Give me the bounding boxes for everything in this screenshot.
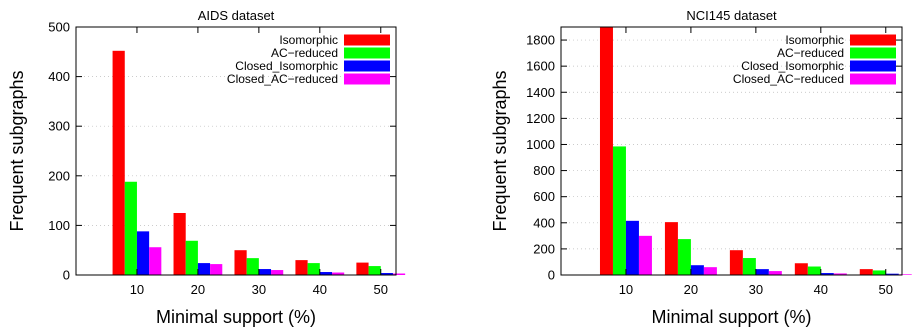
chart2-y-tick-label: 1600 bbox=[526, 59, 555, 74]
chart2-x-tick-label: 30 bbox=[749, 282, 763, 297]
chart1-bar-4-50 bbox=[392, 273, 406, 275]
chart2-x-tick-label: 10 bbox=[619, 282, 633, 297]
chart1-legend-label-1: Isomorphic bbox=[279, 33, 338, 47]
chart2-legend-swatch-3 bbox=[850, 60, 896, 72]
chart2-legend-label-4: Closed_AC−reduced bbox=[733, 72, 844, 86]
chart2-title: NCI145 dataset bbox=[686, 8, 777, 23]
chart2-bar-2-50 bbox=[872, 270, 886, 275]
chart1-bar-3-20 bbox=[197, 263, 211, 275]
chart2-legend-label-3: Closed_Isomorphic bbox=[741, 59, 844, 73]
chart1-x-tick-label: 40 bbox=[313, 282, 327, 297]
chart1-bar-3-30 bbox=[258, 269, 272, 275]
chart2-plot-frame bbox=[560, 26, 903, 276]
chart2-bar-3-30 bbox=[755, 269, 769, 275]
chart1-bar-1-20 bbox=[173, 213, 186, 275]
chart2-y-tick-label: 400 bbox=[533, 215, 555, 230]
chart1-y-axis-label: Frequent subgraphs bbox=[7, 70, 27, 231]
chart2-legend-swatch-1 bbox=[850, 34, 896, 46]
chart2-y-tick-label: 200 bbox=[533, 241, 555, 256]
chart2-x-tick-label: 40 bbox=[814, 282, 828, 297]
chart1-bar-4-10 bbox=[149, 247, 162, 275]
chart2-y-axis-label: Frequent subgraphs bbox=[490, 70, 510, 231]
chart1-bar-2-30 bbox=[246, 258, 259, 275]
chart1-y-tick-label: 400 bbox=[48, 69, 70, 84]
chart2-bar-2-30 bbox=[742, 258, 756, 275]
chart2-y-tick-label: 1200 bbox=[526, 111, 555, 126]
chart1-bar-3-40 bbox=[319, 272, 332, 275]
chart2-bar-2-10 bbox=[612, 146, 626, 275]
chart1-bar-2-50 bbox=[368, 266, 381, 275]
chart2-legend-swatch-2 bbox=[850, 47, 896, 59]
chart1-legend-label-4: Closed_AC−reduced bbox=[227, 72, 338, 86]
chart1-title: AIDS dataset bbox=[198, 8, 275, 23]
chart2-bar-3-50 bbox=[885, 273, 899, 275]
chart2-x-tick-label: 20 bbox=[684, 282, 698, 297]
chart1-bar-1-50 bbox=[356, 262, 369, 275]
chart1-y-tick-label: 100 bbox=[48, 218, 70, 233]
chart1-legend-swatch-1 bbox=[344, 34, 390, 46]
chart1-bar-1-30 bbox=[234, 250, 247, 275]
chart1-y-tick-label: 0 bbox=[63, 268, 70, 283]
chart1-bar-2-10 bbox=[124, 181, 137, 275]
chart1-legend-swatch-2 bbox=[344, 47, 390, 59]
chart1-y-tick-label: 200 bbox=[48, 168, 70, 183]
chart2-bar-1-40 bbox=[794, 263, 808, 275]
chart2-x-axis-label: Minimal support (%) bbox=[651, 307, 811, 327]
chart2-legend-label-2: AC−reduced bbox=[777, 46, 844, 60]
chart1-x-tick-label: 20 bbox=[191, 282, 205, 297]
chart2-y-tick-label: 800 bbox=[533, 163, 555, 178]
chart1-bar-3-10 bbox=[136, 231, 150, 275]
chart2-y-tick-label: 0 bbox=[548, 268, 555, 283]
chart1-bar-1-10 bbox=[112, 50, 125, 275]
chart2-y-tick-label: 600 bbox=[533, 189, 555, 204]
chart2-legend-swatch-4 bbox=[850, 73, 896, 85]
chart1-legend-swatch-3 bbox=[344, 60, 390, 72]
chart2-bar-4-50 bbox=[898, 274, 912, 275]
chart2-y-tick-label: 1000 bbox=[526, 137, 555, 152]
chart2-bar-1-50 bbox=[859, 269, 873, 275]
chart1-x-tick-label: 30 bbox=[252, 282, 266, 297]
chart2-bar-2-20 bbox=[677, 239, 691, 275]
chart2-bar-3-10 bbox=[625, 220, 639, 275]
chart2-x-tick-label: 50 bbox=[879, 282, 893, 297]
chart2-bar-2-40 bbox=[807, 266, 821, 275]
chart2-y-tick-label: 1800 bbox=[526, 33, 555, 48]
chart2-bar-1-30 bbox=[729, 250, 743, 275]
chart2-legend-label-1: Isomorphic bbox=[785, 33, 844, 47]
chart2-bar-1-20 bbox=[664, 222, 678, 275]
chart2-bar-4-30 bbox=[768, 271, 782, 275]
chart2-bar-3-20 bbox=[690, 265, 704, 275]
chart2-bar-4-20 bbox=[703, 267, 717, 275]
chart1-x-tick-label: 10 bbox=[130, 282, 144, 297]
chart2-bar-4-10 bbox=[638, 235, 652, 275]
chart2-y-tick-label: 1400 bbox=[526, 85, 555, 100]
chart1-bar-3-50 bbox=[380, 273, 393, 275]
chart1-bar-4-40 bbox=[332, 272, 345, 275]
chart1-legend-swatch-4 bbox=[344, 73, 390, 85]
chart1-bar-4-30 bbox=[271, 270, 284, 275]
chart1-bar-2-20 bbox=[185, 240, 198, 275]
chart1-bar-1-40 bbox=[295, 260, 308, 275]
chart2-bar-3-40 bbox=[820, 273, 834, 275]
chart1-x-tick-label: 50 bbox=[374, 282, 388, 297]
chart2-bar-1-10 bbox=[599, 27, 613, 275]
chart1-y-tick-label: 300 bbox=[48, 119, 70, 134]
chart2-bar-4-40 bbox=[833, 273, 847, 275]
chart1-plot-frame bbox=[75, 26, 397, 276]
chart1-y-tick-label: 500 bbox=[48, 20, 70, 35]
chart1-bar-2-40 bbox=[307, 263, 320, 275]
chart1-bar-4-20 bbox=[210, 264, 223, 275]
chart1-x-axis-label: Minimal support (%) bbox=[156, 307, 316, 327]
chart1-legend-label-2: AC−reduced bbox=[271, 46, 338, 60]
chart1-legend-label-3: Closed_Isomorphic bbox=[235, 59, 338, 73]
